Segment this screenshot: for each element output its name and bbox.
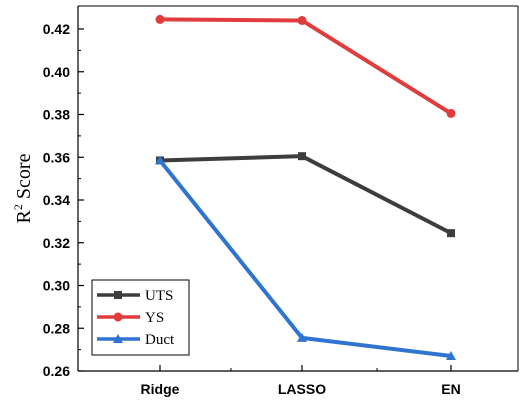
y-tick-label: 0.38: [43, 107, 70, 123]
legend-marker-ys: [113, 312, 123, 322]
legend: UTS YS Duct: [91, 279, 190, 356]
x-tick-label: LASSO: [278, 381, 326, 397]
series-duct: [155, 155, 456, 361]
data-point-duct: [155, 155, 165, 165]
x-tick-label: EN: [441, 381, 460, 397]
data-point-ys: [155, 14, 165, 24]
data-point-uts: [447, 229, 455, 238]
legend-label-uts: UTS: [145, 288, 173, 304]
series-line-ys: [159, 17, 453, 116]
y-tick-label: 0.42: [43, 21, 70, 37]
data-point-ys: [297, 15, 307, 25]
y-tick-label: 0.32: [43, 235, 70, 251]
series-line-uts: [159, 154, 452, 235]
data-point-ys: [446, 108, 456, 118]
legend-marker-uts: [114, 291, 122, 299]
y-tick-label: 0.40: [43, 64, 70, 80]
data-point-duct: [446, 351, 456, 361]
y-tick-label: 0.34: [43, 192, 70, 208]
y-tick-label: 0.26: [43, 363, 70, 379]
x-axis: Ridge LASSO EN: [141, 365, 461, 397]
series-layer: [155, 14, 456, 361]
series-line-duct: [158, 159, 452, 359]
series-ys: [155, 14, 456, 118]
x-tick-label: Ridge: [141, 381, 180, 397]
legend-marker-duct: [113, 334, 123, 343]
y-tick-label: 0.36: [43, 149, 70, 165]
series-uts: [156, 152, 455, 238]
y-tick-label: 0.28: [43, 320, 70, 336]
y-axis: 0.26 0.28 0.30 0.32 0.34 0.36 0.38 0.40 0.42: [43, 21, 84, 379]
legend-label-ys: YS: [145, 310, 164, 326]
data-point-duct: [297, 332, 307, 342]
y-axis-title: R2 Score: [11, 153, 35, 223]
legend-label-duct: Duct: [145, 332, 175, 348]
data-point-uts: [298, 152, 306, 161]
y-tick-label: 0.30: [43, 278, 70, 294]
plot-frame: [77, 5, 519, 372]
